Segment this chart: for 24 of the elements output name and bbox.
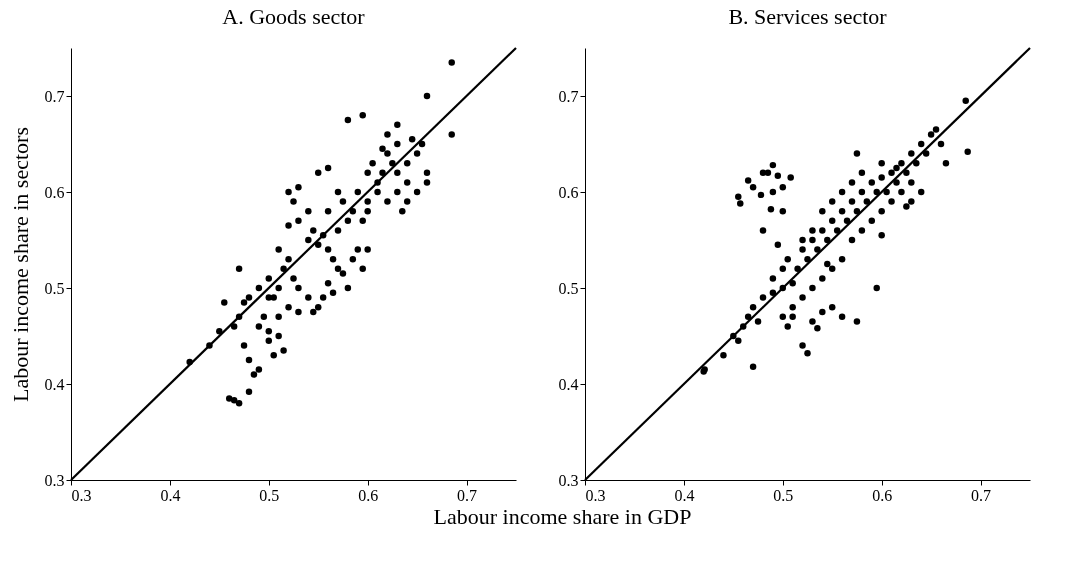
y-tick-label: 0.3	[44, 471, 65, 489]
x-tick-label: 0.6	[358, 486, 379, 504]
y-tick-label: 0.3	[558, 471, 579, 489]
y-tick-label: 0.7	[44, 87, 65, 105]
x-tick-label: 0.4	[674, 486, 695, 504]
x-tick-label: 0.5	[773, 486, 794, 504]
x-axis-title: Labour income share in GDP	[432, 504, 693, 530]
y-axis-title: Labour income share in sectors	[7, 127, 33, 402]
chart-title: A. Goods sector	[222, 3, 366, 29]
x-tick-label: 0.3	[585, 486, 606, 504]
y-tick-label: 0.7	[558, 87, 579, 105]
x-tick-label: 0.6	[872, 486, 893, 504]
y-tick-label: 0.5	[558, 279, 579, 297]
y-tick-label: 0.6	[558, 183, 579, 201]
y-tick-label: 0.4	[558, 375, 579, 393]
x-tick-label: 0.7	[457, 486, 478, 504]
x-tick-label: 0.7	[971, 486, 992, 504]
chart-title: B. Services sector	[728, 3, 888, 29]
x-tick-label: 0.3	[71, 486, 92, 504]
y-tick-label: 0.5	[44, 279, 65, 297]
y-tick-label: 0.6	[44, 183, 65, 201]
x-tick-label: 0.4	[160, 486, 181, 504]
x-tick-label: 0.5	[259, 486, 280, 504]
y-tick-label: 0.4	[44, 375, 65, 393]
